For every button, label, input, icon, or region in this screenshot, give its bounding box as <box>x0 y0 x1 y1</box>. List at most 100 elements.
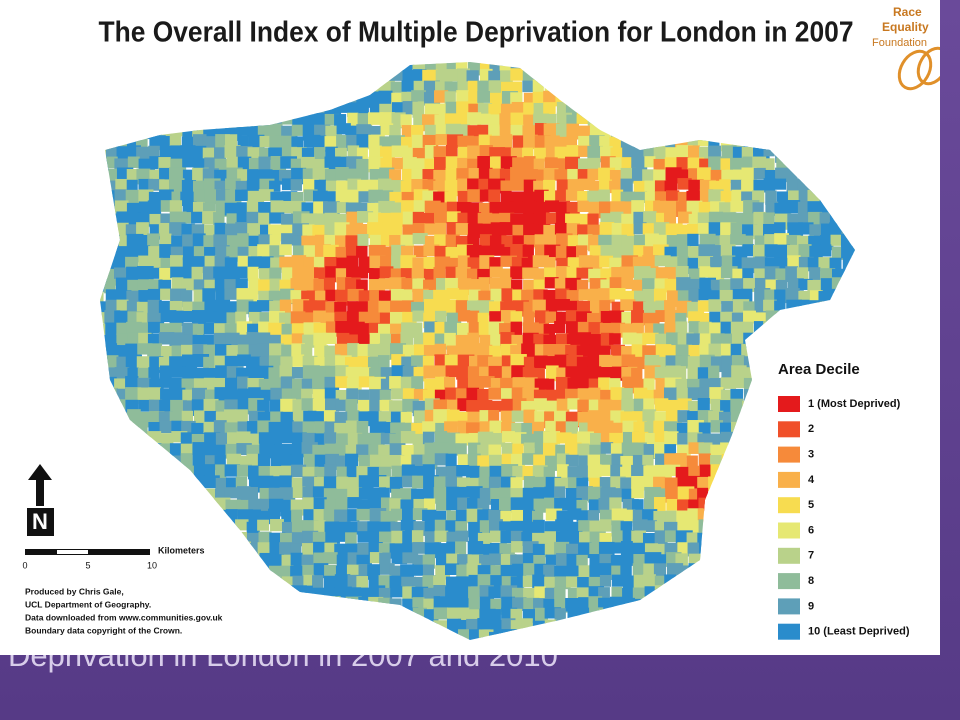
map-region <box>543 431 561 445</box>
map-region <box>697 476 709 491</box>
map-region <box>688 344 700 362</box>
map-region <box>270 519 284 532</box>
map-region <box>214 455 226 471</box>
map-region <box>697 487 709 505</box>
map-region <box>324 212 338 227</box>
map-region <box>587 255 603 272</box>
map-region <box>323 476 338 492</box>
map-region <box>204 464 216 477</box>
map-region <box>257 332 271 348</box>
map-region <box>576 300 591 314</box>
map-region <box>719 289 735 304</box>
map-region <box>444 332 456 347</box>
map-region <box>754 312 768 324</box>
map-region <box>401 300 414 317</box>
map-region <box>632 322 644 340</box>
map-title: The Overall Index of Multiple Deprivatio… <box>99 17 854 49</box>
map-region <box>411 90 426 102</box>
map-region <box>676 277 691 292</box>
map-region <box>488 103 502 118</box>
map-region <box>533 454 550 466</box>
map-region <box>478 277 490 292</box>
map-region <box>279 244 292 256</box>
map-region <box>313 552 326 568</box>
map-region <box>721 255 736 267</box>
map-region <box>544 543 558 555</box>
map-region <box>479 113 491 125</box>
map-region <box>346 255 359 271</box>
map-region <box>335 289 349 306</box>
map-region <box>434 211 450 224</box>
map-region <box>675 344 692 358</box>
map-region <box>567 530 583 546</box>
map-region <box>369 454 383 468</box>
map-region <box>334 543 349 556</box>
map-region <box>489 301 504 314</box>
map-region <box>181 223 195 237</box>
map-region <box>268 421 284 435</box>
north-label: N <box>32 509 48 534</box>
map-region <box>764 289 777 302</box>
map-region <box>138 399 154 412</box>
map-region <box>621 311 634 327</box>
map-region <box>224 399 241 412</box>
map-region <box>357 323 370 335</box>
map-region <box>367 112 384 125</box>
map-region <box>182 366 195 380</box>
map-region <box>336 180 348 197</box>
map-region <box>435 554 448 566</box>
map-region <box>346 189 362 204</box>
scale-label: 10 <box>147 560 157 570</box>
map-region <box>523 200 537 218</box>
map-region <box>609 277 622 289</box>
map-region <box>358 191 371 203</box>
map-region <box>100 145 112 160</box>
map-region <box>424 409 437 425</box>
map-region <box>609 157 622 171</box>
map-region <box>830 234 846 246</box>
map-region <box>600 268 617 280</box>
map-region <box>631 191 648 204</box>
map-region <box>742 244 755 257</box>
map-region <box>378 355 390 372</box>
map-region <box>774 289 791 301</box>
map-region <box>500 377 514 390</box>
map-region <box>127 279 140 293</box>
map-region <box>654 521 666 539</box>
legend-swatch <box>778 471 800 488</box>
map-region <box>369 91 381 108</box>
map-region <box>798 244 812 259</box>
map-region <box>499 124 511 136</box>
map-region <box>379 421 392 434</box>
map-region <box>577 443 590 456</box>
map-region <box>587 213 599 226</box>
map-region <box>401 136 413 149</box>
map-region <box>512 465 525 479</box>
map-region <box>655 333 667 350</box>
map-region <box>292 421 304 436</box>
map-region <box>566 123 579 140</box>
map-region <box>620 466 632 481</box>
map-region <box>554 354 569 368</box>
map-region <box>466 422 480 436</box>
map-region <box>488 454 506 467</box>
map-region <box>400 234 414 248</box>
map-region <box>213 444 230 459</box>
map-region <box>100 323 108 336</box>
map-region <box>664 310 677 326</box>
map-region <box>105 156 118 169</box>
map-region <box>620 521 633 537</box>
map-region <box>609 136 624 149</box>
map-region <box>565 189 580 201</box>
map-region <box>213 212 225 227</box>
map-region <box>500 103 513 119</box>
map-region <box>258 475 274 492</box>
map-region <box>302 421 315 434</box>
map-region <box>237 135 249 149</box>
map-region <box>181 410 194 423</box>
map-region <box>632 356 645 370</box>
map-region <box>214 344 232 356</box>
map-region <box>182 389 195 402</box>
map-region <box>258 189 274 202</box>
map-region <box>633 421 647 433</box>
